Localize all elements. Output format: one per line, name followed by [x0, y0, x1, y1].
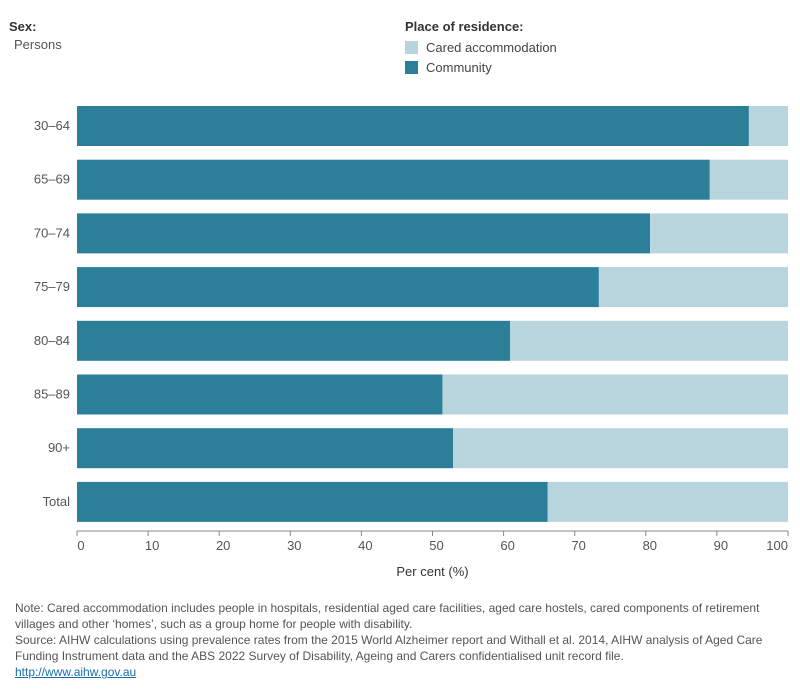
- category-label: Total: [43, 494, 71, 509]
- x-tick-label: 0: [77, 538, 84, 553]
- x-tick-label: 40: [358, 538, 372, 553]
- category-label: 70–74: [34, 225, 70, 240]
- stacked-bar-chart: 30–64 65–69 70–74 75–79 80–84 85–89 90+ Total 0 1…: [34, 106, 789, 579]
- sex-filter-label: Sex:: [9, 19, 37, 34]
- chart-notes: Note: Cared accommodation includes peopl…: [15, 600, 790, 680]
- legend-item-cared-accommodation[interactable]: Cared accommodation: [405, 37, 557, 57]
- sex-filter[interactable]: Sex: Persons: [9, 19, 62, 52]
- x-tick-label: 90: [714, 538, 728, 553]
- x-tick-label: 20: [216, 538, 230, 553]
- bar-community-75-79[interactable]: [77, 267, 599, 308]
- bar-community-65-69[interactable]: [77, 159, 710, 200]
- bar-cared-accommodation-80-84[interactable]: [509, 320, 788, 361]
- x-axis-label: Per cent (%): [396, 564, 468, 579]
- note-text: Note: Cared accommodation includes peopl…: [15, 601, 760, 631]
- bar-cared-accommodation-30-64[interactable]: [748, 106, 788, 146]
- category-label: 75–79: [34, 279, 70, 294]
- aihw-link[interactable]: http://www.aihw.gov.au: [15, 665, 137, 679]
- category-label: 65–69: [34, 172, 70, 187]
- legend-label-cared-accommodation: Cared accommodation: [426, 39, 557, 55]
- x-tick-label: 80: [643, 538, 657, 553]
- bar-community-90[interactable]: [77, 428, 454, 469]
- bar-community-70-74[interactable]: [77, 213, 651, 254]
- x-tick-label: 70: [571, 538, 585, 553]
- bar-cared-accommodation-total[interactable]: [547, 481, 788, 522]
- bar-cared-accommodation-70-74[interactable]: [650, 213, 788, 254]
- bar-community-80-84[interactable]: [77, 320, 510, 361]
- sex-filter-value[interactable]: Persons: [14, 37, 62, 52]
- x-tick-label: 10: [145, 538, 159, 553]
- bar-community-85-89[interactable]: [77, 374, 443, 415]
- bar-cared-accommodation-85-89[interactable]: [442, 374, 788, 415]
- category-label: 80–84: [34, 333, 70, 348]
- bar-cared-accommodation-90[interactable]: [453, 428, 788, 469]
- x-tick-label: 30: [287, 538, 301, 553]
- x-tick-label: 60: [500, 538, 514, 553]
- x-tick-label: 100: [766, 538, 788, 553]
- legend-swatch-cared-accommodation: [405, 40, 418, 54]
- legend-item-community[interactable]: Community: [405, 57, 557, 77]
- category-label: 90+: [48, 440, 70, 455]
- category-label: 85–89: [34, 387, 70, 402]
- category-label: 30–64: [34, 118, 70, 133]
- legend-label-community: Community: [426, 59, 492, 75]
- bar-community-30-64[interactable]: [77, 106, 749, 146]
- legend: Place of residence: Cared accommodation …: [405, 19, 557, 77]
- legend-title: Place of residence:: [405, 19, 524, 34]
- bar-cared-accommodation-65-69[interactable]: [709, 159, 788, 200]
- x-tick-label: 50: [429, 538, 443, 553]
- legend-swatch-community: [405, 60, 418, 74]
- bar-community-total[interactable]: [77, 481, 548, 522]
- bar-cared-accommodation-75-79[interactable]: [598, 267, 788, 308]
- source-text: Source: AIHW calculations using prevalen…: [15, 633, 763, 663]
